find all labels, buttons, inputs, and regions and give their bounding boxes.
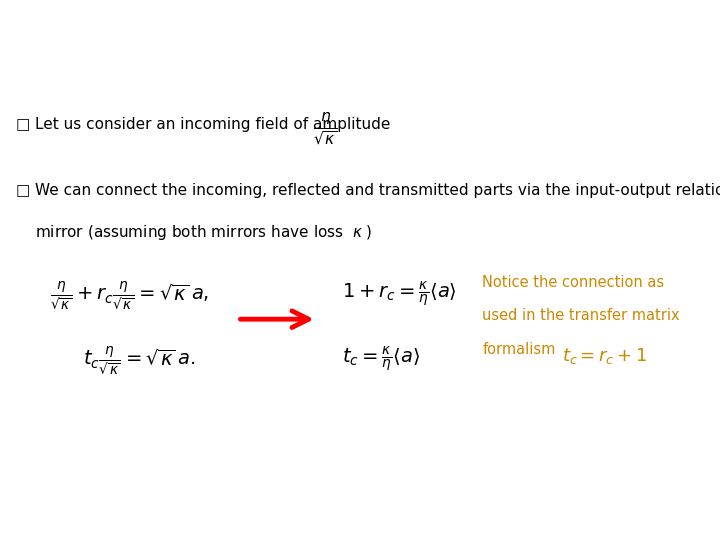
- Text: Let us consider an incoming field of amplitude: Let us consider an incoming field of amp…: [35, 117, 390, 132]
- Text: used in the transfer matrix: used in the transfer matrix: [482, 308, 680, 323]
- Text: $\frac{\eta}{\sqrt{\kappa}}$: $\frac{\eta}{\sqrt{\kappa}}$: [313, 110, 338, 147]
- Text: $1 + r_c = \frac{\kappa}{\eta}\langle a \rangle$: $1 + r_c = \frac{\kappa}{\eta}\langle a …: [342, 279, 457, 308]
- Text: mirror (assuming both mirrors have loss  $\kappa$ ): mirror (assuming both mirrors have loss …: [35, 223, 372, 242]
- Text: □: □: [16, 117, 30, 132]
- Text: □: □: [16, 183, 30, 198]
- Text: Cavity tranmission for double-sided setup: Cavity tranmission for double-sided setu…: [9, 21, 667, 49]
- Text: $\frac{\eta}{\sqrt{\kappa}} + r_c \frac{\eta}{\sqrt{\kappa}} = \sqrt{\kappa}\, a: $\frac{\eta}{\sqrt{\kappa}} + r_c \frac{…: [50, 279, 210, 312]
- Text: We can connect the incoming, reflected and transmitted parts via the input-outpu: We can connect the incoming, reflected a…: [35, 183, 720, 198]
- Text: $t_c \frac{\eta}{\sqrt{\kappa}} = \sqrt{\kappa}\, a.$: $t_c \frac{\eta}{\sqrt{\kappa}} = \sqrt{…: [83, 345, 195, 377]
- Text: $t_c = r_c + 1$: $t_c = r_c + 1$: [562, 346, 647, 366]
- Text: formalism: formalism: [482, 342, 556, 357]
- Text: Notice the connection as: Notice the connection as: [482, 274, 665, 289]
- Text: $t_c = \frac{\kappa}{\eta}\langle a \rangle$: $t_c = \frac{\kappa}{\eta}\langle a \ran…: [342, 345, 420, 374]
